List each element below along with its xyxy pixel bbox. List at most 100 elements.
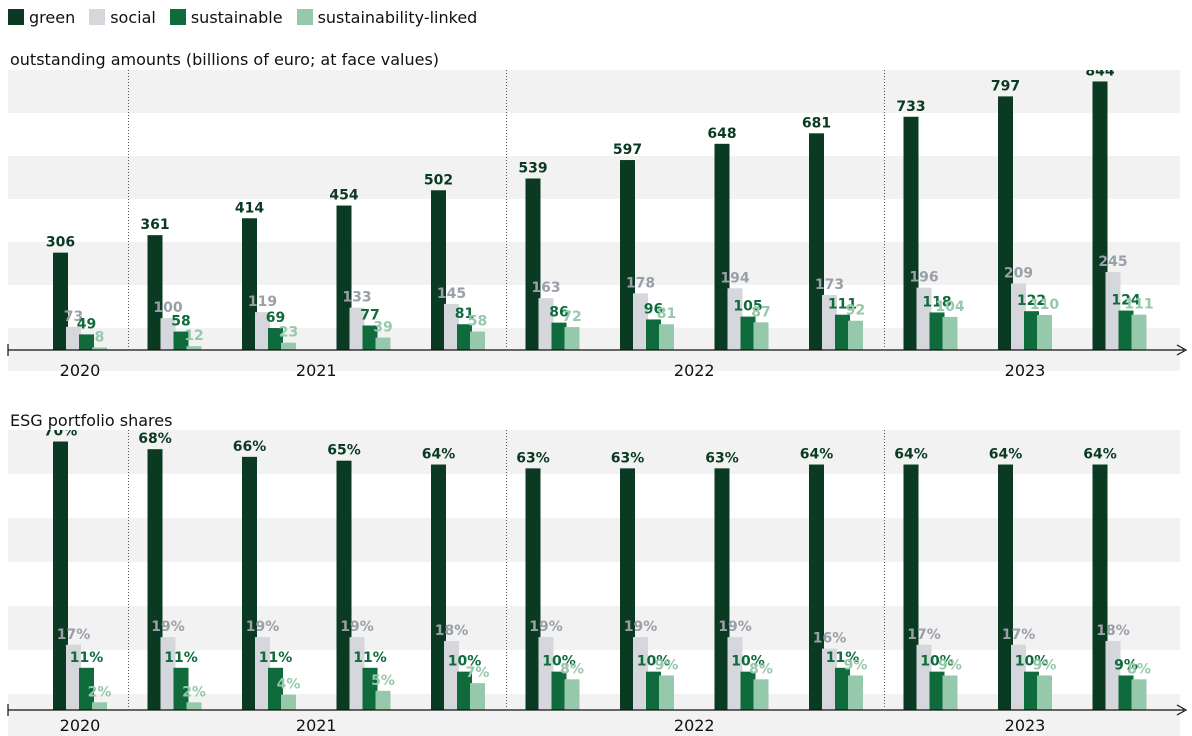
x-axis-arrow-icon xyxy=(1176,704,1188,716)
shares-data-label-green: 68% xyxy=(138,431,172,447)
shares-data-label-sustainability-linked: 5% xyxy=(371,673,395,689)
amounts-bar-green xyxy=(809,133,824,350)
legend-item-social: social xyxy=(89,8,156,27)
shares-bar-green xyxy=(903,464,919,710)
shares-data-label-social: 18% xyxy=(435,623,469,639)
amounts-bar-social xyxy=(538,298,554,350)
shares-data-label-green: 64% xyxy=(800,447,834,463)
year-label: 2023 xyxy=(1005,361,1046,380)
shares-data-label-sustainable: 11% xyxy=(164,650,198,666)
shares-data-label-sustainable: 10% xyxy=(1015,654,1049,670)
shares-bar-green xyxy=(431,464,446,710)
amounts-bar-social xyxy=(633,293,648,350)
amounts-bar-sustainable xyxy=(646,319,661,350)
amounts-bar-sustainability-linked xyxy=(848,320,863,350)
shares-bar-sustainability-linked xyxy=(375,690,391,710)
amounts-data-label-sustainable: 111 xyxy=(828,297,857,313)
shares-data-label-sustainable: 11% xyxy=(70,650,104,666)
amounts-data-label-sustainability-linked: 23 xyxy=(279,325,298,341)
amounts-data-label-sustainable: 122 xyxy=(1017,293,1046,309)
amounts-bar-sustainability-linked xyxy=(92,347,107,350)
amounts-data-label-green: 681 xyxy=(802,115,831,131)
shares-chart-title: ESG portfolio shares xyxy=(10,411,173,430)
amounts-data-label-green: 454 xyxy=(329,188,358,204)
grid-band xyxy=(8,70,1180,113)
grid-band xyxy=(8,242,1180,285)
legend-label-sustainable: sustainable xyxy=(190,7,283,27)
year-label: 2023 xyxy=(1005,716,1046,735)
amounts-data-label-sustainability-linked: 58 xyxy=(468,314,487,330)
shares-bar-social xyxy=(444,640,459,710)
amounts-bar-sustainable xyxy=(740,316,756,350)
amounts-data-label-sustainable: 77 xyxy=(360,308,379,324)
amounts-data-label-green: 306 xyxy=(46,235,75,251)
amounts-bar-social xyxy=(66,326,81,350)
shares-bar-sustainable xyxy=(551,671,567,710)
amounts-bar-social xyxy=(444,303,459,350)
shares-bar-sustainable xyxy=(835,667,850,710)
amounts-bar-sustainable xyxy=(1024,311,1039,350)
shares-bar-sustainability-linked xyxy=(281,694,296,710)
shares-bar-sustainable xyxy=(1024,671,1039,710)
amounts-data-label-social: 119 xyxy=(248,294,277,310)
amounts-data-label-green: 797 xyxy=(991,78,1020,94)
amounts-data-label-green: 361 xyxy=(140,217,169,233)
shares-bar-social xyxy=(1011,644,1026,710)
shares-bar-sustainability-linked xyxy=(942,675,958,710)
amounts-bar-green xyxy=(1092,81,1108,351)
amounts-bar-sustainability-linked xyxy=(375,337,391,350)
shares-bar-sustainability-linked xyxy=(1131,679,1147,710)
shares-bar-sustainable xyxy=(268,667,283,710)
amounts-data-label-green: 414 xyxy=(235,200,264,216)
amounts-data-label-social: 178 xyxy=(626,275,655,291)
amounts-data-label-sustainability-linked: 39 xyxy=(373,320,392,336)
legend-swatch-social xyxy=(89,9,106,25)
shares-bar-social xyxy=(538,637,554,710)
amounts-data-label-sustainable: 118 xyxy=(922,294,951,310)
amounts-bar-green xyxy=(998,96,1013,350)
shares-data-label-sustainability-linked: 8% xyxy=(560,661,584,677)
amounts-data-label-sustainability-linked: 92 xyxy=(846,303,865,319)
shares-data-label-green: 66% xyxy=(233,439,267,455)
x-axis-arrow-icon xyxy=(1176,344,1188,356)
shares-data-label-green: 63% xyxy=(611,450,645,466)
amounts-data-label-sustainable: 96 xyxy=(644,301,663,317)
amounts-bar-sustainable xyxy=(457,324,472,350)
shares-bar-sustainability-linked xyxy=(659,675,674,710)
amounts-data-label-social: 163 xyxy=(531,280,560,296)
amounts-bar-sustainability-linked xyxy=(1037,315,1052,350)
legend-label-social: social xyxy=(110,7,156,27)
legend-label-sustainability-linked: sustainability-linked xyxy=(317,7,478,27)
amounts-data-label-sustainable: 124 xyxy=(1111,293,1140,309)
shares-bar-sustainable xyxy=(362,667,378,710)
amounts-data-label-sustainable: 58 xyxy=(171,314,190,330)
shares-data-label-green: 64% xyxy=(422,447,456,463)
shares-data-label-sustainable: 11% xyxy=(826,650,860,666)
shares-data-label-social: 19% xyxy=(624,619,658,635)
amounts-data-label-sustainability-linked: 110 xyxy=(1030,297,1059,313)
amounts-bar-green xyxy=(147,235,163,350)
amounts-bar-social xyxy=(916,287,932,350)
amounts-bar-sustainability-linked xyxy=(281,342,296,350)
shares-data-label-sustainable: 10% xyxy=(637,654,671,670)
legend-label-green: green xyxy=(29,7,76,27)
legend-swatch-sustainable xyxy=(169,9,186,25)
year-label: 2020 xyxy=(60,361,101,380)
shares-bar-sustainability-linked xyxy=(564,679,580,710)
shares-bar-social xyxy=(916,644,932,710)
amounts-bar-green xyxy=(714,143,730,350)
amounts-data-label-sustainable: 69 xyxy=(266,310,285,326)
year-label: 2021 xyxy=(296,716,337,735)
shares-data-label-green: 64% xyxy=(1083,447,1117,463)
shares-data-label-social: 17% xyxy=(57,627,91,643)
shares-data-label-social: 19% xyxy=(718,619,752,635)
amounts-data-label-social: 209 xyxy=(1004,266,1033,282)
shares-bar-social xyxy=(1105,640,1121,710)
shares-data-label-social: 16% xyxy=(813,631,847,647)
amounts-bar-chart: 2020 2021 2022 2023306734983611005812414119… xyxy=(7,70,1188,380)
shares-bar-sustainable xyxy=(929,671,945,710)
amounts-bar-green xyxy=(53,252,68,350)
shares-data-label-sustainability-linked: 9% xyxy=(844,657,868,673)
legend-item-green: green xyxy=(8,8,75,27)
amounts-bar-sustainability-linked xyxy=(659,324,674,350)
